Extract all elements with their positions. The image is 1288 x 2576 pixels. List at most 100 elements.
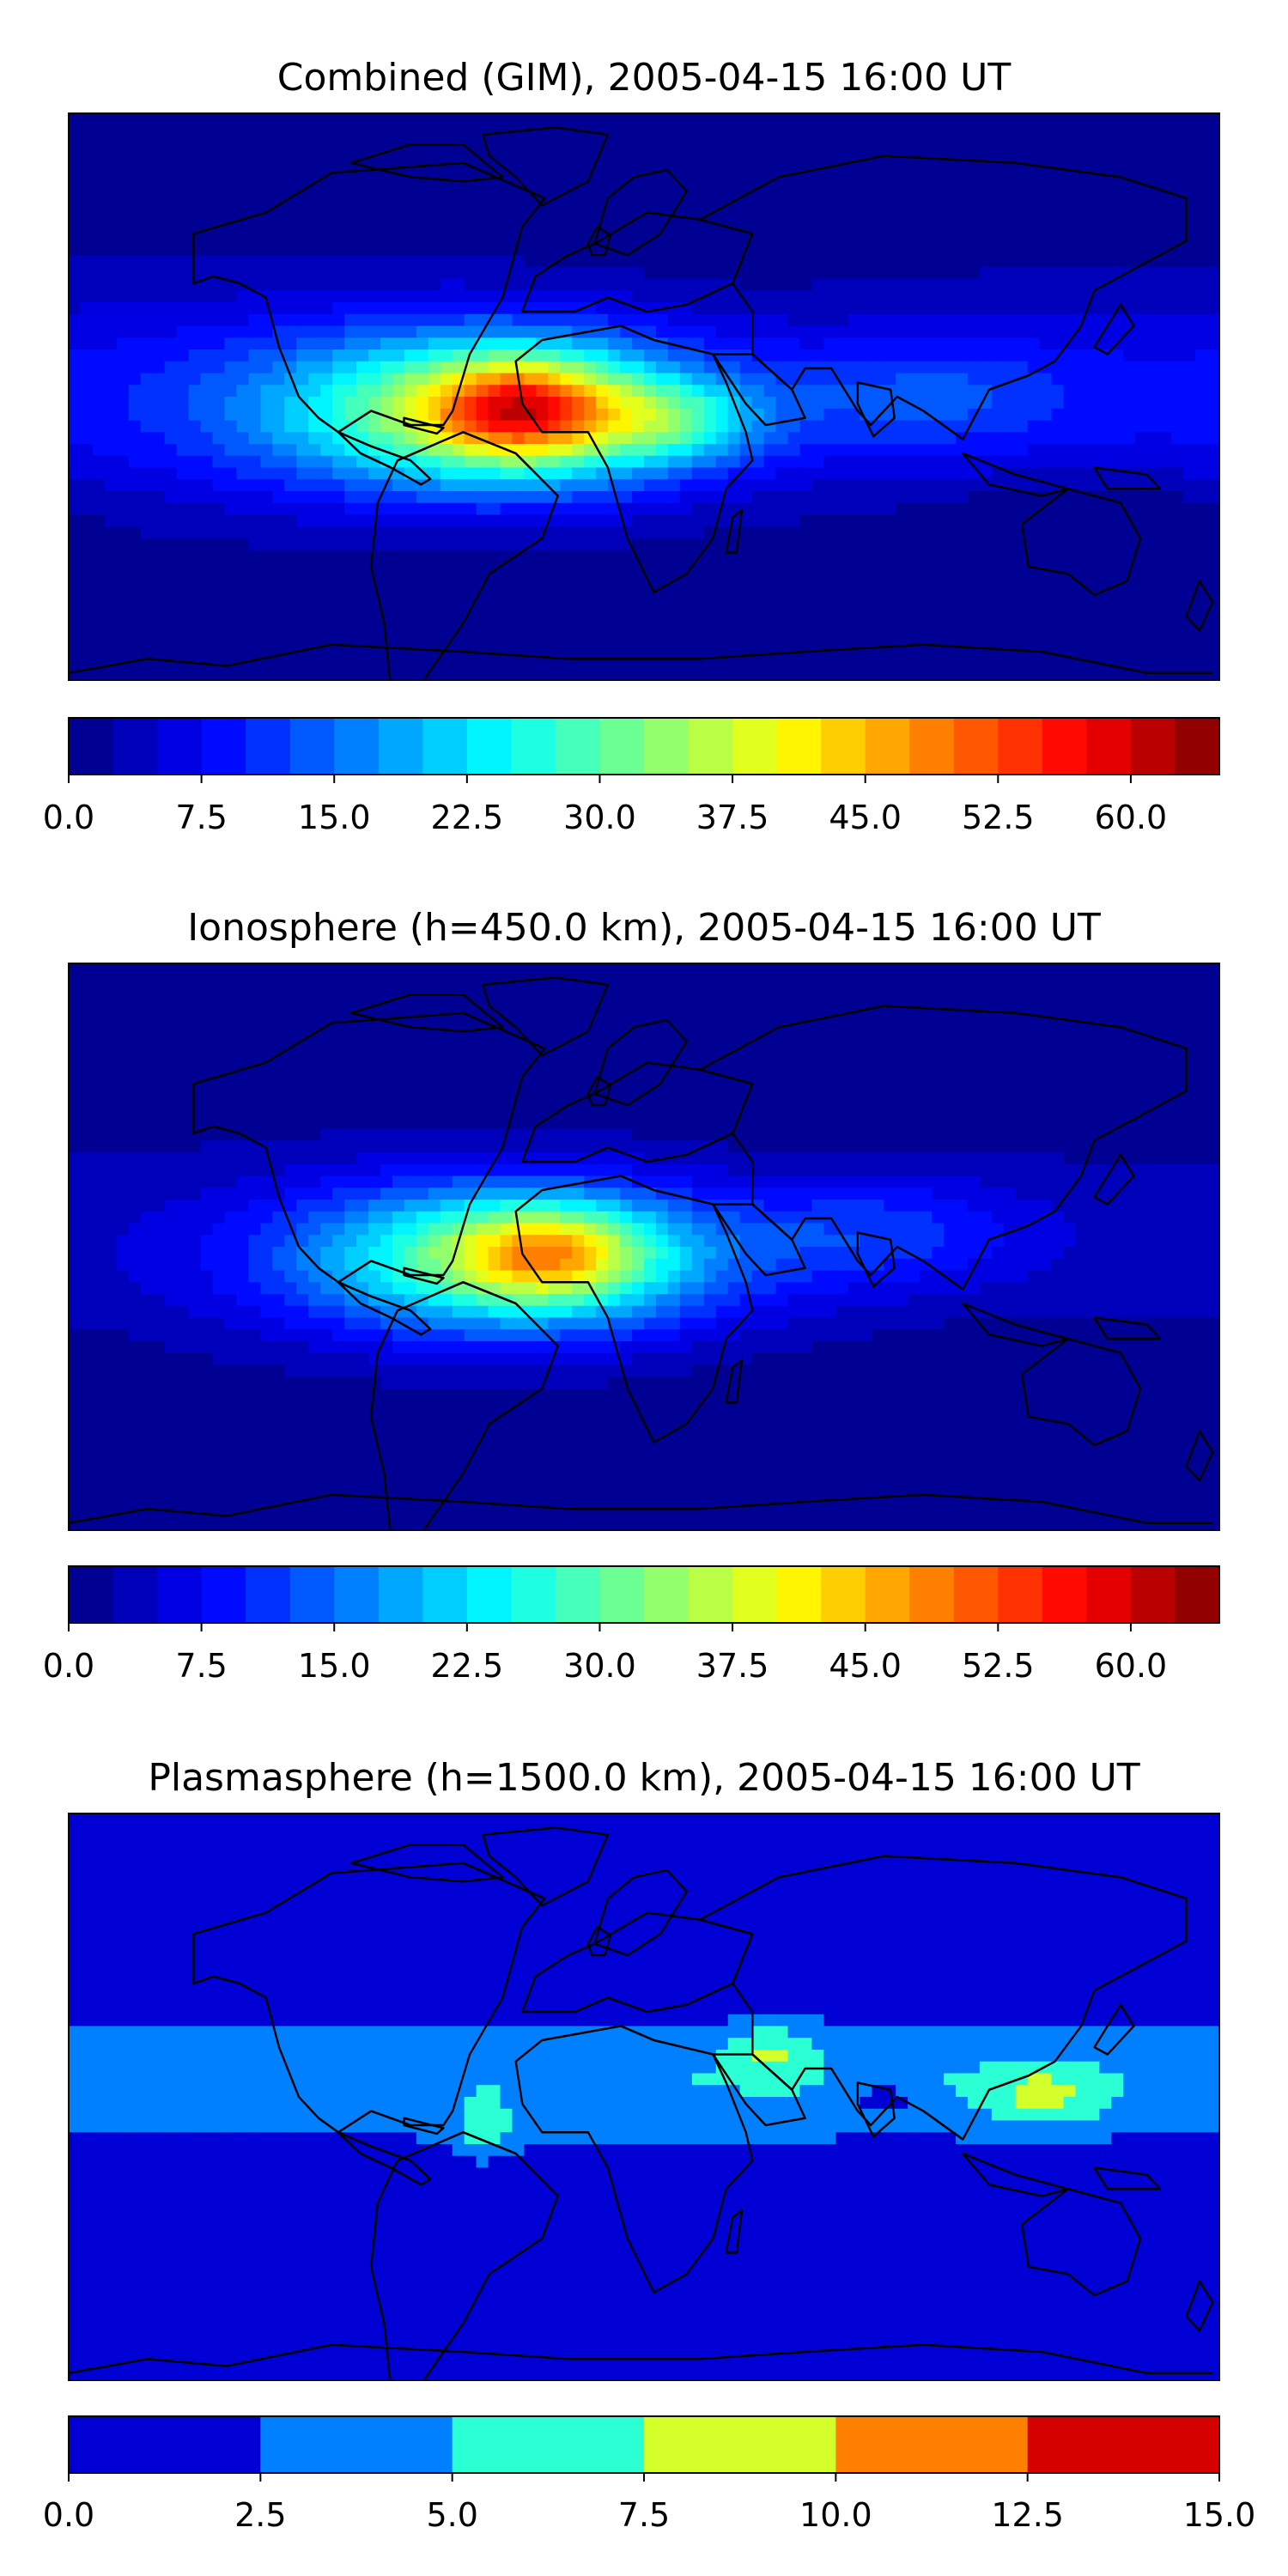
- field-cell: [1015, 479, 1029, 492]
- field-cell: [296, 574, 309, 586]
- field-cell: [691, 385, 705, 398]
- field-cell: [104, 337, 118, 350]
- field-cell: [92, 325, 106, 338]
- field-cell: [236, 113, 249, 126]
- field-cell: [92, 149, 106, 161]
- field-cell: [991, 184, 1005, 197]
- field-cell: [715, 963, 729, 976]
- field-cell: [932, 550, 945, 563]
- field-cell: [1087, 113, 1101, 126]
- field-cell: [572, 550, 585, 563]
- field-cell: [80, 502, 94, 516]
- field-cell: [500, 514, 513, 527]
- field-cell: [967, 526, 981, 539]
- field-cell: [164, 621, 178, 634]
- field-cell: [751, 444, 765, 457]
- field-cell: [799, 550, 813, 563]
- field-cell: [739, 621, 753, 634]
- colorbar-segment: [776, 718, 822, 775]
- field-cell: [344, 219, 357, 233]
- field-cell: [991, 574, 1005, 586]
- field-cell: [1135, 184, 1148, 197]
- field-cell: [1111, 113, 1124, 126]
- field-cell: [799, 231, 813, 244]
- field-cell: [967, 963, 981, 976]
- field-cell: [308, 302, 321, 315]
- field-cell: [860, 586, 872, 598]
- field-cell: [212, 538, 226, 551]
- field-cell: [212, 278, 226, 291]
- field-cell: [823, 137, 836, 149]
- field-cell: [536, 633, 549, 646]
- field-cell: [200, 609, 214, 622]
- field-cell: [584, 455, 597, 469]
- field-cell: [967, 538, 981, 551]
- field-cell: [116, 621, 130, 634]
- field-cell: [739, 467, 753, 480]
- field-cell: [284, 526, 297, 539]
- field-cell: [248, 349, 261, 362]
- field-cell: [248, 987, 261, 999]
- field-cell: [751, 502, 765, 516]
- field-cell: [608, 999, 621, 1012]
- field-cell: [104, 668, 118, 680]
- field-cell: [908, 266, 920, 280]
- field-cell: [584, 137, 597, 149]
- field-cell: [368, 361, 381, 374]
- field-cell: [679, 397, 693, 410]
- field-cell: [667, 385, 681, 398]
- field-cell: [428, 963, 441, 976]
- field-cell: [1027, 349, 1041, 362]
- colorbar-segment: [69, 718, 114, 775]
- field-cell: [596, 432, 609, 445]
- field-cell: [763, 302, 777, 315]
- field-cell: [320, 278, 333, 291]
- field-cell: [632, 502, 645, 516]
- field-cell: [1003, 586, 1017, 598]
- field-cell: [943, 184, 957, 197]
- field-cell: [416, 609, 429, 622]
- field-cell: [884, 196, 896, 209]
- field-cell: [80, 137, 94, 149]
- field-cell: [739, 361, 753, 374]
- field-cell: [908, 987, 920, 999]
- field-cell: [452, 502, 465, 516]
- field-cell: [260, 184, 273, 197]
- field-cell: [1159, 172, 1172, 185]
- field-cell: [260, 668, 273, 680]
- field-cell: [1207, 196, 1219, 209]
- field-cell: [920, 196, 933, 209]
- field-cell: [224, 397, 238, 410]
- field-cell: [116, 420, 130, 433]
- field-cell: [823, 385, 836, 398]
- colorbar-tick-label: 7.5: [175, 799, 227, 836]
- field-cell: [955, 302, 969, 315]
- field-cell: [860, 467, 872, 480]
- field-cell: [308, 196, 321, 209]
- field-cell: [212, 172, 226, 185]
- field-cell: [440, 621, 453, 634]
- field-cell: [452, 290, 465, 303]
- field-cell: [464, 313, 477, 327]
- field-cell: [991, 455, 1005, 469]
- field-cell: [715, 243, 729, 256]
- field-cell: [560, 172, 573, 185]
- field-cell: [1015, 586, 1029, 598]
- field-cell: [584, 313, 597, 327]
- field-cell: [488, 397, 501, 410]
- field-cell: [703, 196, 717, 209]
- field-cell: [488, 467, 501, 480]
- field-cell: [932, 113, 945, 126]
- field-cell: [715, 125, 729, 138]
- field-cell: [1087, 562, 1101, 574]
- field-cell: [200, 325, 214, 338]
- field-cell: [548, 514, 561, 527]
- field-cell: [667, 349, 681, 362]
- field-cell: [835, 349, 848, 362]
- field-cell: [823, 621, 836, 634]
- field-cell: [356, 420, 369, 433]
- field-cell: [524, 196, 537, 209]
- field-cell: [224, 266, 238, 280]
- field-cell: [248, 325, 261, 338]
- field-cell: [775, 196, 789, 209]
